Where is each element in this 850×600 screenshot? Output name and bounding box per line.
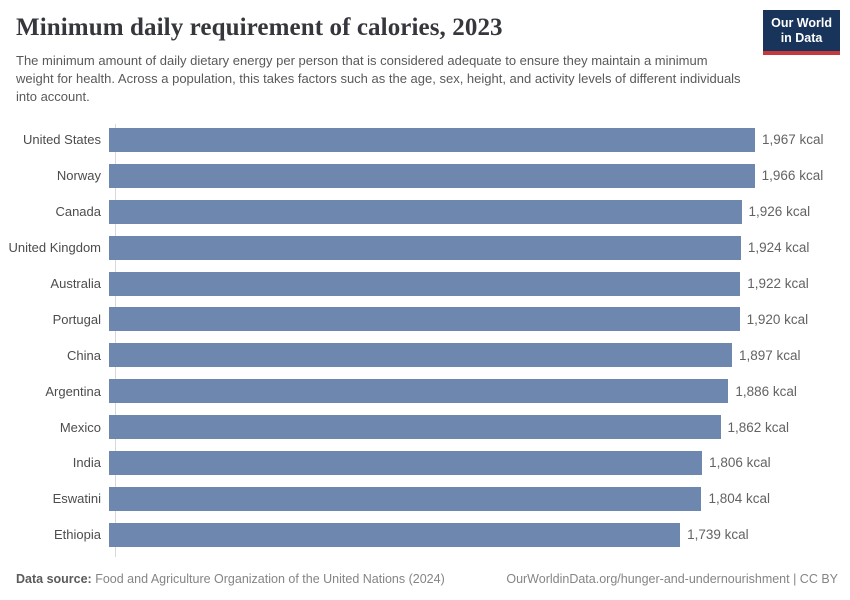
value-label: 1,806 kcal [709,455,771,471]
bar-track: 1,967 kcal [108,122,838,158]
bar-track: 1,739 kcal [108,517,838,553]
bar[interactable] [109,486,702,511]
bar[interactable] [109,379,729,404]
chart-row: China 1,897 kcal [0,337,838,373]
country-label: United Kingdom [8,240,102,256]
bar[interactable] [109,163,755,188]
data-source-label: Data source: [16,572,92,586]
country-label: Canada [55,204,101,220]
chart-footer: Data source: Food and Agriculture Organi… [16,572,838,586]
bar[interactable] [109,307,740,332]
bar-track: 1,804 kcal [108,481,838,517]
bar-track: 1,897 kcal [108,337,838,373]
bar[interactable] [109,450,703,475]
value-label: 1,922 kcal [747,276,809,291]
y-axis-line [115,124,116,557]
value-label: 1,897 kcal [739,347,801,363]
owid-logo-line1: Our World [771,16,832,30]
bar-chart: United States 1,967 kcal Norway 1,966 kcal C… [0,122,838,557]
bar[interactable] [109,127,755,152]
country-label: United States [22,132,101,148]
credit-link: OurWorldinData.org/hunger-and-undernouri… [506,572,838,586]
value-label: 1,862 kcal [727,419,790,435]
country-label: Argentina [45,383,101,399]
value-label: 1,804 kcal [708,491,770,507]
chart-header: Minimum daily requirement of calories, 2… [16,14,834,106]
data-source-text: Food and Agriculture Organization of the… [95,572,445,586]
value-label: 1,966 kcal [761,168,824,184]
bar-track: 1,886 kcal [108,373,838,409]
chart-row: Norway 1,966 kcal [0,158,838,194]
value-label: 1,739 kcal [687,527,749,543]
country-label: China [67,347,101,363]
chart-row: United States 1,967 kcal [0,122,838,158]
chart-row: Australia 1,922 kcal [0,266,838,302]
data-source: Data source: Food and Agriculture Organi… [16,572,445,586]
value-label: 1,967 kcal [762,132,824,148]
bar-track: 1,926 kcal [108,194,838,230]
chart-row: United Kingdom 1,924 kcal [0,230,838,266]
chart-title: Minimum daily requirement of calories, 2… [16,14,503,41]
chart-row: Eswatini 1,804 kcal [0,481,838,517]
chart-row: Argentina 1,886 kcal [0,373,838,409]
bar-track: 1,920 kcal [108,301,838,337]
chart-subtitle: The minimum amount of daily dietary ener… [16,53,741,104]
country-label: Ethiopia [54,527,101,543]
bar-track: 1,922 kcal [108,266,838,302]
bar[interactable] [109,235,741,260]
chart-row: Mexico 1,862 kcal [0,409,838,445]
bar[interactable] [109,271,741,296]
country-label: Australia [50,276,101,291]
bar[interactable] [109,522,681,547]
bar-track: 1,862 kcal [108,409,838,445]
owid-logo[interactable]: Our World in Data [763,10,840,55]
country-label: Mexico [59,419,101,435]
chart-row: Portugal 1,920 kcal [0,301,838,337]
value-label: 1,926 kcal [748,204,811,220]
chart-row: Ethiopia 1,739 kcal [0,517,838,553]
value-label: 1,920 kcal [746,311,809,327]
bar[interactable] [109,415,721,440]
bar-track: 1,806 kcal [108,445,838,481]
owid-logo-line2: in Data [780,31,823,45]
value-label: 1,886 kcal [735,383,797,399]
country-label: Norway [56,168,101,184]
bar-track: 1,924 kcal [108,230,838,266]
country-label: Portugal [52,311,101,327]
chart-row: India 1,806 kcal [0,445,838,481]
bar[interactable] [109,343,732,368]
country-label: India [72,455,101,471]
value-label: 1,924 kcal [747,240,810,256]
bar-track: 1,966 kcal [108,158,838,194]
bar[interactable] [109,199,742,224]
chart-row: Canada 1,926 kcal [0,194,838,230]
country-label: Eswatini [52,491,101,507]
